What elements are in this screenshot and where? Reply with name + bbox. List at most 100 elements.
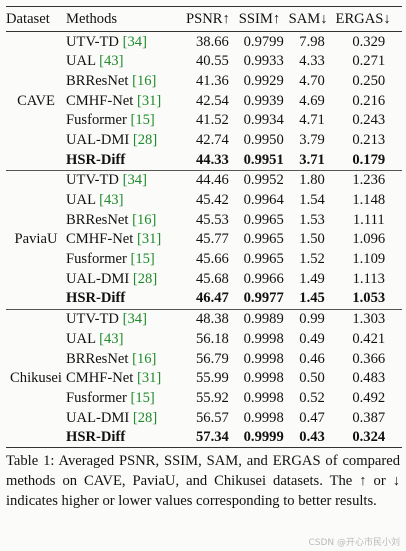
table-row: CMHF-Net [31] 55.99 0.9998 0.50 0.483 [6,369,402,389]
col-ergas-header: ERGAS↓ [335,10,391,27]
method-name: UAL [66,330,96,347]
table-row: Fusformer [15] 41.52 0.9934 4.71 0.243 [6,111,402,131]
ergas-cell: 0.421 [352,330,386,347]
method-cell: UAL [43] [66,52,186,72]
method-cell: UAL-DMI [28] [66,130,186,150]
citation-link[interactable]: [15] [130,251,155,268]
sam-cell: 0.46 [299,350,325,367]
citation-link[interactable]: [31] [136,370,162,387]
method-name: CMHF-Net [66,231,134,248]
table-row: UAL [43] 40.55 0.9933 4.33 0.271 [6,52,402,72]
citation-link[interactable]: [34] [122,172,147,189]
citation-link[interactable]: [28] [132,409,158,426]
method-cell: UTV-TD [34] [66,32,186,52]
citation-link[interactable]: [28] [132,131,158,148]
table-row: HSR-Diff 46.47 0.9977 1.45 1.053 [6,289,402,309]
psnr-cell: 56.57 [195,409,229,426]
citation-link[interactable]: [16] [132,211,157,228]
ergas-cell: 0.329 [352,33,386,50]
col-dataset-header: Dataset [6,10,50,27]
psnr-cell: 41.52 [195,112,229,129]
method-cell: UAL-DMI [28] [66,408,186,428]
sam-cell: 1.49 [299,270,325,287]
method-cell: CMHF-Net [31] [66,369,186,389]
sam-cell: 4.71 [299,112,325,129]
sam-cell: 0.99 [299,311,325,328]
ssim-cell: 0.9999 [243,429,284,446]
table-row: UAL-DMI [28] 56.57 0.9998 0.47 0.387 [6,408,402,428]
citation-link[interactable]: [31] [136,231,162,248]
ssim-cell: 0.9998 [243,330,284,347]
method-cell: BRResNet [16] [66,71,186,91]
citation-link[interactable]: [34] [122,311,147,328]
psnr-cell: 42.74 [195,131,229,148]
table-row: Chikusei UTV-TD [34] 48.38 0.9989 0.99 1.303 [6,309,402,386]
method-name: HSR-Diff [66,429,126,446]
ergas-cell: 0.324 [352,429,386,446]
ergas-cell: 1.053 [352,290,386,307]
ergas-cell: 1.236 [352,172,386,189]
psnr-cell: 56.79 [195,350,229,367]
psnr-cell: 45.68 [195,270,229,287]
ergas-cell: 1.109 [352,251,386,268]
method-name: UAL-DMI [66,270,130,287]
method-name: UAL-DMI [66,131,130,148]
sam-cell: 1.45 [299,290,325,307]
method-cell: UTV-TD [34] [66,309,186,329]
citation-link[interactable]: [28] [132,270,158,287]
ergas-cell: 0.250 [352,72,386,89]
psnr-cell: 57.34 [195,429,229,446]
citation-link[interactable]: [43] [99,330,124,347]
watermark: CSDN @开心市民小刘 [308,538,400,548]
ergas-cell: 0.179 [352,151,386,168]
method-name: Fusformer [66,389,127,406]
method-cell: Fusformer [15] [66,250,186,270]
psnr-cell: 45.42 [195,192,229,209]
ssim-cell: 0.9989 [243,311,284,328]
psnr-cell: 45.53 [195,211,229,228]
citation-link[interactable]: [15] [130,112,155,129]
citation-link[interactable]: [43] [99,53,124,70]
results-table: Dataset Methods PSNR↑ SSIM↑ SAM↓ ERGAS↓ … [6,6,402,448]
ergas-cell: 0.366 [352,350,386,367]
sam-cell: 3.79 [299,131,325,148]
psnr-cell: 46.47 [195,290,229,307]
dataset-group: PaviaU UTV-TD [34] 44.46 0.9952 1.80 1.236 UAL… [6,170,402,310]
sam-cell: 0.52 [299,389,325,406]
ergas-cell: 1.113 [352,270,385,287]
col-sam-header: SAM↓ [288,10,328,27]
psnr-cell: 38.66 [195,33,229,50]
method-name: UAL [66,192,96,209]
method-name: UAL [66,53,96,70]
citation-link[interactable]: [16] [132,350,157,367]
table-row: BRResNet [16] 41.36 0.9929 4.70 0.250 [6,71,402,91]
table-row: CAVE UTV-TD [34] 38.66 0.9799 7.98 0.329 [6,32,402,108]
table-row: BRResNet [16] 56.79 0.9998 0.46 0.366 [6,349,402,369]
citation-link[interactable]: [31] [136,92,162,109]
method-name: UTV-TD [66,172,119,189]
method-cell: HSR-Diff [66,150,186,170]
citation-link[interactable]: [43] [99,192,124,209]
table-row: HSR-Diff 57.34 0.9999 0.43 0.324 [6,428,402,448]
method-name: HSR-Diff [66,290,126,307]
ssim-cell: 0.9952 [243,172,284,189]
sam-cell: 1.53 [299,211,325,228]
table-row: UAL [43] 56.18 0.9998 0.49 0.421 [6,329,402,349]
method-cell: BRResNet [16] [66,210,186,230]
sam-cell: 1.80 [299,172,325,189]
method-name: BRResNet [66,72,129,89]
citation-link[interactable]: [34] [122,33,147,50]
ssim-cell: 0.9950 [243,131,284,148]
method-cell: HSR-Diff [66,289,186,309]
ergas-cell: 1.096 [352,231,386,248]
psnr-cell: 56.18 [195,330,229,347]
ergas-cell: 0.387 [352,409,386,426]
ergas-cell: 0.243 [352,112,386,129]
method-name: BRResNet [66,350,129,367]
table-row: UAL-DMI [28] 42.74 0.9950 3.79 0.213 [6,130,402,150]
table-row: BRResNet [16] 45.53 0.9965 1.53 1.111 [6,210,402,230]
citation-link[interactable]: [16] [132,72,157,89]
method-cell: HSR-Diff [66,428,186,448]
citation-link[interactable]: [15] [130,389,155,406]
